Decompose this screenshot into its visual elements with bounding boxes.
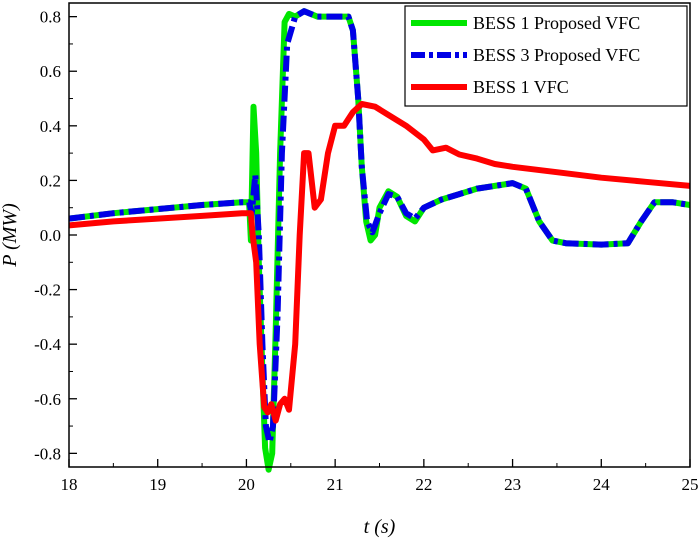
legend: BESS 1 Proposed VFC BESS 3 Proposed VFC BE… <box>404 5 688 107</box>
y-tick-label: 0.4 <box>40 117 62 136</box>
x-tick-label: 24 <box>593 475 611 494</box>
series-line <box>68 8 691 446</box>
y-tick-label: 0.8 <box>40 8 61 27</box>
series-line <box>68 8 691 473</box>
x-tick-label: 19 <box>149 475 166 494</box>
legend-label: BESS 1 Proposed VFC <box>473 13 640 33</box>
x-tick-label: 20 <box>238 475 255 494</box>
y-tick-label: 0.0 <box>40 226 61 245</box>
y-tick-label: -0.4 <box>34 335 61 354</box>
legend-label: BESS 3 Proposed VFC <box>473 45 640 65</box>
legend-label: BESS 1 VFC <box>473 77 569 97</box>
y-tick-label: 0.6 <box>40 62 61 81</box>
x-tick-label: 25 <box>682 475 699 494</box>
x-tick-label: 23 <box>504 475 521 494</box>
y-tick-label: -0.2 <box>34 281 61 300</box>
x-tick-label: 18 <box>61 475 78 494</box>
y-tick-label: -0.8 <box>34 444 61 463</box>
series-line <box>68 101 691 424</box>
x-axis-title: t (s) <box>364 516 396 538</box>
axes-layer: 18 19 20 21 22 23 24 25 0.8 0.6 0.4 0.2 0.0 -0.2 -0.4 -… <box>34 8 698 494</box>
y-tick-label: -0.6 <box>34 390 61 409</box>
series-layer <box>68 8 691 473</box>
y-axis-title: P (MW) <box>0 203 21 268</box>
y-tick-label: 0.2 <box>40 171 61 190</box>
x-tick-label: 21 <box>327 475 344 494</box>
x-tick-label: 22 <box>415 475 432 494</box>
